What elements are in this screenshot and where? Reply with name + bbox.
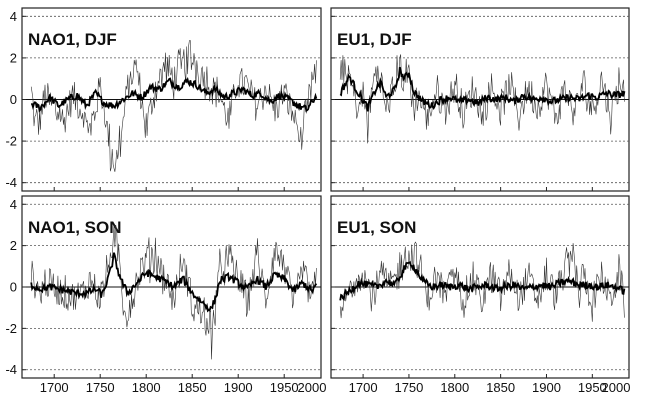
x-tick-label: 2000 — [602, 380, 631, 393]
x-tick-label: 1850 — [178, 380, 207, 393]
series-smoothed-3 — [30, 252, 318, 313]
x-tick-label: 1950 — [578, 380, 607, 393]
x-tick-label: 2000 — [298, 380, 327, 393]
series-smoothed-4 — [339, 260, 626, 302]
panel-title: EU1, DJF — [337, 30, 412, 49]
series-smoothed-1 — [31, 76, 318, 113]
y-tick-label: 0 — [10, 280, 17, 295]
x-tick-label: 1800 — [132, 380, 161, 393]
y-tick-label: -4 — [5, 175, 17, 190]
x-tick-label: 1900 — [532, 380, 561, 393]
y-tick-label: 0 — [10, 92, 17, 107]
x-tick-label: 1750 — [86, 380, 115, 393]
panel-title: EU1, SON — [337, 218, 416, 237]
y-tick-label: -4 — [5, 362, 17, 377]
panel-title: NAO1, DJF — [28, 30, 117, 49]
x-tick-label: 1750 — [394, 380, 423, 393]
y-tick-label: 2 — [10, 50, 17, 65]
x-tick-label: 1850 — [486, 380, 515, 393]
x-tick-label: 1700 — [349, 380, 378, 393]
y-tick-label: 4 — [10, 9, 17, 24]
x-tick-label: 1800 — [440, 380, 469, 393]
series-annual-1 — [30, 40, 317, 172]
panel-title: NAO1, SON — [28, 218, 122, 237]
y-tick-label: -2 — [5, 134, 17, 149]
x-tick-label: 1700 — [40, 380, 69, 393]
y-tick-label: 2 — [10, 238, 17, 253]
y-tick-label: 4 — [10, 197, 17, 212]
series-annual-4 — [339, 241, 625, 322]
x-tick-label: 1900 — [224, 380, 253, 393]
series-smoothed-2 — [339, 66, 626, 112]
series-annual-2 — [339, 54, 625, 144]
x-tick-label: 1950 — [270, 380, 299, 393]
y-tick-label: -2 — [5, 321, 17, 336]
